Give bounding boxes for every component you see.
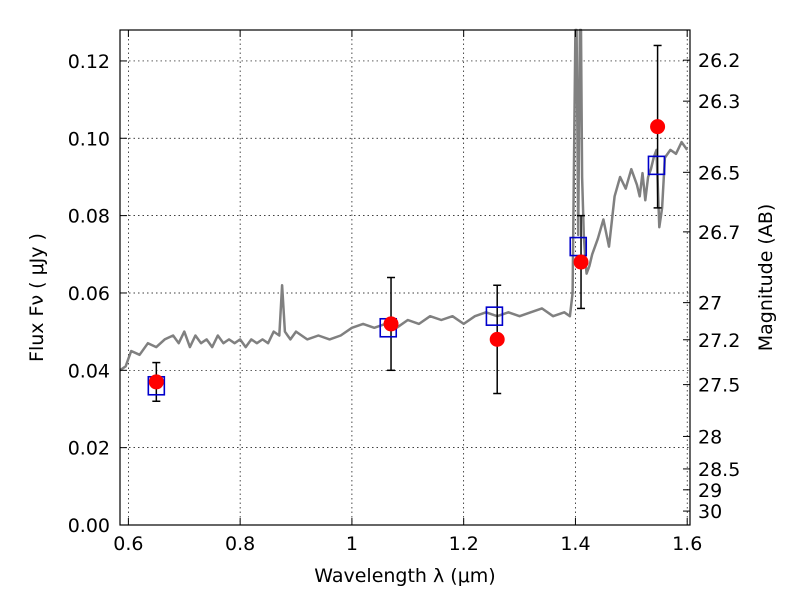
model-point (485, 306, 504, 326)
model-point (647, 155, 666, 176)
x-tick-label: 1.6 (672, 533, 702, 555)
model-photometry (147, 155, 666, 396)
magnitude-axis-label: Magnitude (AB) (755, 204, 777, 352)
x-tick-label: 0.6 (113, 533, 143, 555)
x-tick-label: 1 (346, 533, 358, 555)
y-tick-label: 0.04 (68, 360, 110, 382)
magnitude-tick-label: 27 (698, 293, 722, 315)
observed-point (148, 374, 164, 390)
y-tick-label: 0.00 (68, 515, 110, 537)
magnitude-tick-label: 28.5 (698, 459, 740, 481)
magnitude-tick-label: 26.3 (698, 91, 740, 113)
x-tick-label: 1.2 (449, 533, 479, 555)
x-tick-label: 0.8 (225, 533, 255, 555)
x-ticks: 0.6 0.8 1 1.2 1.4 1.6 (113, 30, 702, 555)
y-tick-label: 0.02 (68, 438, 110, 460)
magnitude-tick-label: 26.2 (698, 50, 740, 72)
observed-point (383, 316, 399, 332)
error-bars (152, 44, 662, 402)
y-ticks: 0.00 0.02 0.04 0.06 0.08 0.10 0.12 (68, 51, 127, 537)
y-axis-label: Flux Fν ( μJy ) (26, 233, 48, 362)
y-tick-label: 0.08 (68, 206, 110, 228)
x-tick-label: 1.4 (560, 533, 590, 555)
grid (120, 30, 690, 526)
y-tick-label: 0.06 (68, 283, 110, 305)
magnitude-tick-label: 27.2 (698, 330, 740, 352)
observed-point (650, 119, 666, 135)
y-tick-label: 0.10 (68, 128, 110, 150)
observed-point (489, 331, 505, 347)
observed-point (573, 254, 589, 270)
magnitude-tick-label: 26.5 (698, 162, 740, 184)
spectrum (119, 28, 689, 372)
y-tick-label: 0.12 (68, 51, 110, 73)
x-axis-label: Wavelength λ (μm) (314, 565, 495, 587)
magnitude-tick-label: 26.7 (698, 222, 740, 244)
magnitude-tick-label: 29 (698, 480, 722, 502)
spectrum-line (119, 28, 689, 372)
magnitude-tick-label: 27.5 (698, 375, 740, 397)
magnitude-tick-label: 30 (698, 501, 722, 523)
magnitude-tick-label: 28 (698, 426, 722, 448)
observed-photometry (148, 119, 666, 390)
plot-frame (119, 29, 691, 526)
